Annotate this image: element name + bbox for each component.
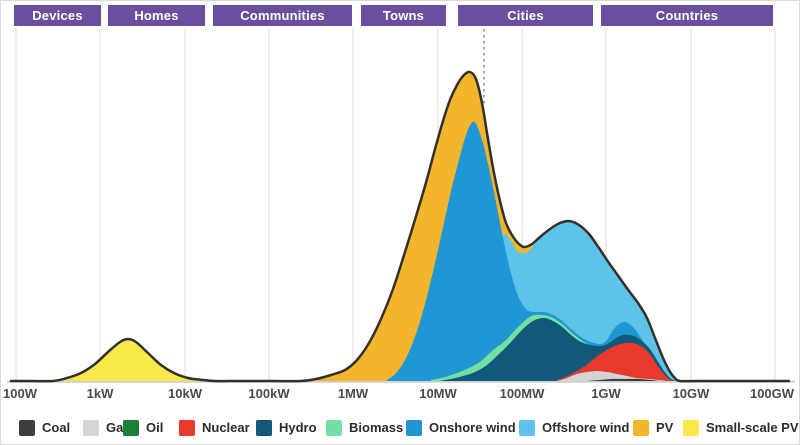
legend-label-nuclear: Nuclear — [202, 420, 250, 435]
legend-label-offshore-wind: Offshore wind — [542, 420, 630, 435]
legend-item-offshore-wind: Offshore wind — [519, 419, 629, 436]
legend-item-biomass: Biomass — [326, 419, 403, 436]
x-tick-100kw: 100kW — [248, 386, 290, 401]
legend-item-coal: Coal — [19, 419, 70, 436]
legend-item-small-scale-pv: Small-scale PV — [683, 419, 799, 436]
x-tick-100mw: 100MW — [499, 386, 545, 401]
legend-item-hydro: Hydro — [256, 419, 317, 436]
category-header-devices: Devices — [14, 5, 101, 26]
x-tick-10kw: 10kW — [168, 386, 202, 401]
distribution-envelope-outline — [9, 70, 791, 383]
legend-item-oil: Oil — [123, 419, 163, 436]
x-tick-10mw: 10MW — [419, 386, 457, 401]
x-tick-100gw: 100GW — [749, 386, 795, 401]
legend-label-oil: Oil — [146, 420, 164, 435]
series-area-nuclear — [555, 342, 674, 381]
legend-swatch-biomass — [326, 419, 342, 436]
legend-swatch-oil — [123, 419, 139, 436]
category-header-countries: Countries — [601, 5, 773, 26]
legend-label-onshore-wind: Onshore wind — [429, 420, 516, 435]
legend-label-small-scale-pv: Small-scale PV — [706, 420, 799, 435]
category-header-cities: Cities — [458, 5, 593, 26]
x-tick-1gw: 1GW — [591, 386, 621, 401]
legend-item-nuclear: Nuclear — [179, 419, 250, 436]
legend-item-onshore-wind: Onshore wind — [406, 419, 516, 436]
category-header-communities: Communities — [213, 5, 352, 26]
series-area-gas — [557, 371, 666, 381]
x-tick-1mw: 1MW — [337, 386, 369, 401]
legend-swatch-coal — [19, 419, 35, 436]
category-header-homes: Homes — [108, 5, 205, 26]
legend-swatch-offshore-wind — [519, 419, 535, 436]
legend-label-hydro: Hydro — [279, 420, 317, 435]
series-area-onshore-wind — [386, 121, 674, 381]
x-tick-10gw: 10GW — [672, 386, 710, 401]
legend-swatch-gas — [83, 419, 99, 436]
legend-swatch-onshore-wind — [406, 419, 422, 436]
x-tick-100w: 100W — [3, 386, 37, 401]
legend-label-pv: PV — [656, 420, 674, 435]
legend-item-pv: PV — [633, 419, 673, 436]
legend-swatch-pv — [633, 419, 649, 436]
legend-swatch-nuclear — [179, 419, 195, 436]
series-area-small-scale-pv — [53, 339, 215, 381]
legend-label-coal: Coal — [42, 420, 71, 435]
series-area-coal — [587, 378, 659, 381]
category-header-towns: Towns — [361, 5, 446, 26]
legend-label-biomass: Biomass — [349, 420, 404, 435]
legend-swatch-hydro — [256, 419, 272, 436]
legend-swatch-small-scale-pv — [683, 419, 699, 436]
x-tick-1kw: 1kW — [86, 386, 114, 401]
